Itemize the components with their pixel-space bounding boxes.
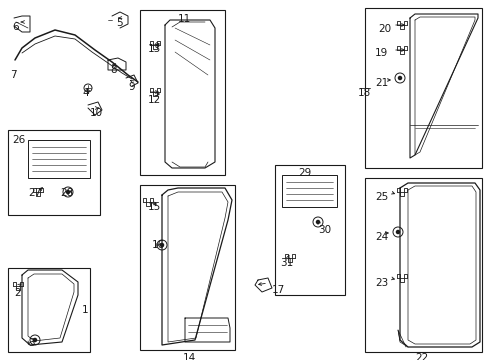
Text: 6: 6 (12, 22, 19, 32)
Circle shape (33, 338, 37, 342)
Text: 7: 7 (10, 70, 17, 80)
Bar (140, 185, 235, 350)
Text: 17: 17 (272, 285, 285, 295)
Bar (8, 130, 100, 215)
Circle shape (398, 76, 402, 80)
Text: 20: 20 (378, 24, 391, 34)
Text: 28: 28 (60, 188, 73, 198)
Text: 2: 2 (14, 288, 21, 298)
Text: 9: 9 (128, 82, 135, 92)
Bar (275, 165, 345, 295)
Text: 21: 21 (375, 78, 388, 88)
Bar (365, 178, 482, 352)
Circle shape (396, 230, 400, 234)
Text: 4: 4 (82, 88, 89, 98)
Bar (282, 175, 337, 207)
Bar (365, 8, 482, 168)
Text: 1: 1 (82, 305, 89, 315)
Text: 25: 25 (375, 192, 388, 202)
Text: 5: 5 (116, 18, 122, 28)
Text: 13: 13 (148, 44, 161, 54)
Bar (8, 268, 90, 352)
Text: 10: 10 (90, 108, 103, 118)
Text: 8: 8 (110, 65, 117, 75)
Text: 22: 22 (415, 353, 428, 360)
Text: 29: 29 (298, 168, 311, 178)
Text: 27: 27 (28, 188, 41, 198)
Text: 23: 23 (375, 278, 388, 288)
Text: 3: 3 (28, 338, 35, 348)
Text: 11: 11 (178, 14, 191, 24)
Circle shape (160, 243, 164, 247)
Circle shape (66, 190, 70, 194)
Text: 15: 15 (148, 202, 161, 212)
Bar (140, 10, 225, 175)
Circle shape (316, 220, 320, 224)
Text: 18: 18 (358, 88, 371, 98)
Bar (28, 140, 90, 178)
Text: 26: 26 (12, 135, 25, 145)
Text: 19: 19 (375, 48, 388, 58)
Text: 30: 30 (318, 225, 331, 235)
Text: 16: 16 (152, 240, 165, 250)
Text: 12: 12 (148, 95, 161, 105)
Text: 24: 24 (375, 232, 388, 242)
Text: 31: 31 (280, 258, 293, 268)
Text: 14: 14 (183, 353, 196, 360)
